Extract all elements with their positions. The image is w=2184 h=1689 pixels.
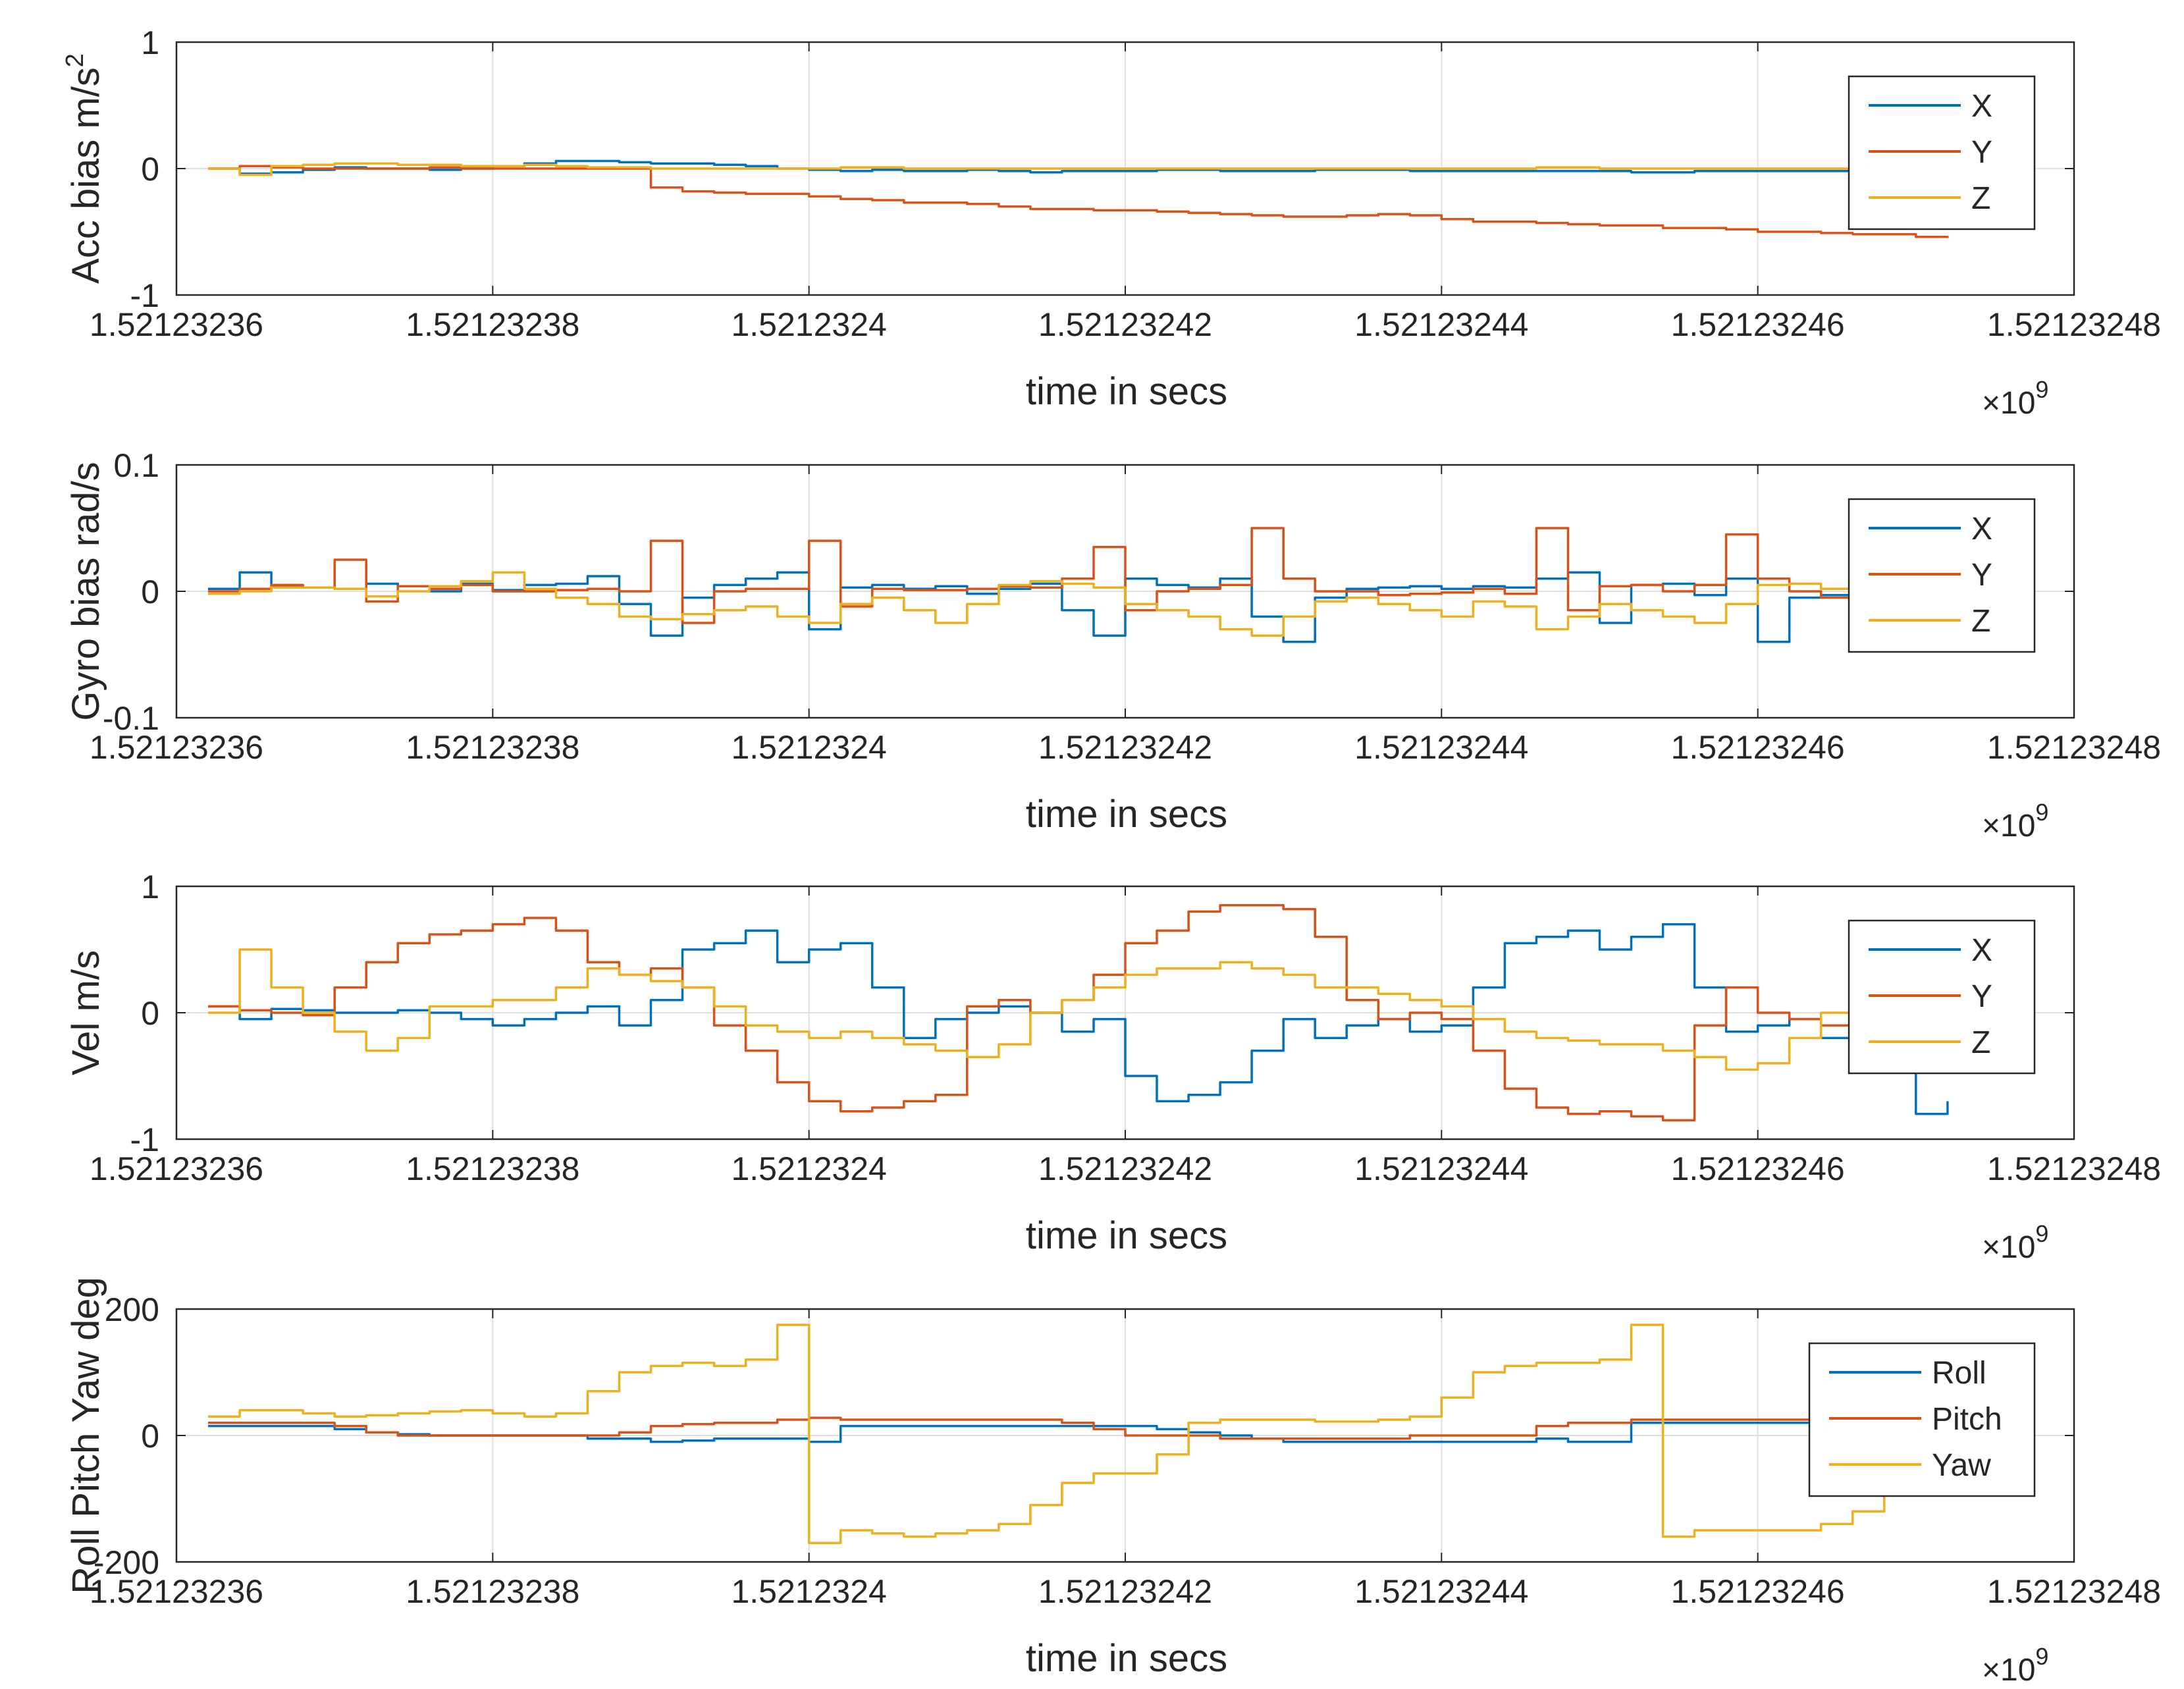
x-tick-label: 1.52123242 — [1038, 1150, 1212, 1187]
legend-label-z: Z — [1971, 181, 1990, 216]
y-axis-label: Gyro bias rad/s — [65, 462, 107, 720]
series-line-z — [208, 948, 1949, 1071]
y-axis-label-text: Acc bias m/s — [65, 67, 107, 284]
x-tick-label: 1.52123242 — [1038, 729, 1212, 766]
x-axis-label: time in secs — [1026, 793, 1227, 836]
x-tick-label: 1.52123242 — [1038, 306, 1212, 343]
x-tick-label: 1.52123238 — [406, 729, 579, 766]
x-exponent-base: ×10 — [1982, 1653, 2035, 1688]
x-tick-label: 1.52123248 — [1987, 306, 2161, 343]
x-tick-label: 1.52123246 — [1671, 1150, 1845, 1187]
chart-panel-4: 1.52123236 1.52123238 1.5212324 1.52123242 1… — [65, 1277, 2161, 1688]
axes-box — [175, 1308, 2075, 1563]
y-axis-label-text: Vel m/s — [65, 950, 107, 1075]
x-tick-label: 1.52123246 — [1671, 306, 1845, 343]
y-axis-label-text: Roll Pitch Yaw deg — [65, 1277, 107, 1594]
series-line-y — [208, 165, 1949, 238]
axes-box — [175, 885, 2075, 1140]
chart-panel-1: 1.52123236 1.52123238 1.5212324 1.52123242 1… — [61, 24, 2161, 421]
legend-label-y: Y — [1971, 558, 1992, 593]
x-tick-label: 1.52123236 — [90, 1150, 263, 1187]
legend-label-x: X — [1971, 512, 1992, 547]
x-exponent-label: ×109 — [1982, 1643, 2048, 1688]
legend: Roll Pitch Yaw — [1808, 1342, 2036, 1497]
y-axis-label-text: Gyro bias rad/s — [65, 462, 107, 720]
y-tick-label: 0 — [141, 574, 159, 610]
x-axis-label: time in secs — [1026, 1214, 1227, 1257]
legend-label-z: Z — [1971, 604, 1990, 639]
x-tick-label: 1.5212324 — [731, 1150, 886, 1187]
y-axis-label-superscript: 2 — [61, 53, 89, 67]
x-tick-label: 1.52123238 — [406, 1573, 579, 1610]
y-axis-label: Vel m/s — [65, 950, 107, 1075]
y-tick-label: 0.1 — [113, 447, 159, 484]
y-tick-label: 1 — [141, 869, 159, 905]
axes-box — [175, 41, 2075, 296]
x-tick-label: 1.52123246 — [1671, 1573, 1845, 1610]
legend: XYZ — [1848, 75, 2036, 230]
legend: XYZ — [1848, 498, 2036, 653]
x-exponent-label: ×109 — [1982, 376, 2048, 421]
x-exponent-label: ×109 — [1982, 1220, 2048, 1265]
legend-label-roll: Roll — [1932, 1356, 1986, 1391]
y-tick-label: 0 — [141, 995, 159, 1032]
axes-box — [175, 464, 2075, 719]
legend-label-pitch: Pitch — [1932, 1402, 2002, 1437]
x-axis-label: time in secs — [1026, 370, 1227, 413]
series-line-pitch — [208, 1416, 1949, 1440]
x-tick-label: 1.52123238 — [406, 1150, 579, 1187]
x-exponent-base: ×10 — [1982, 809, 2035, 844]
y-tick-label: -0.1 — [103, 700, 159, 737]
y-tick-label: 0 — [141, 1418, 159, 1455]
x-exponent-power: 9 — [2035, 376, 2048, 403]
x-exponent-power: 9 — [2035, 1220, 2048, 1247]
y-tick-label: -200 — [93, 1544, 159, 1581]
x-tick-label: 1.52123244 — [1354, 1150, 1528, 1187]
series-line-x — [208, 923, 1949, 1115]
x-tick-label: 1.52123244 — [1354, 1573, 1528, 1610]
legend-label-z: Z — [1971, 1025, 1990, 1060]
y-tick-label: 0 — [141, 151, 159, 188]
y-tick-label: -1 — [130, 1121, 159, 1158]
y-axis-label: Acc bias m/s2 — [61, 53, 107, 284]
legend-label-x: X — [1971, 89, 1992, 124]
x-tick-label: 1.52123236 — [90, 306, 263, 343]
x-tick-label: 1.5212324 — [731, 729, 886, 766]
series-line-z — [208, 162, 1948, 176]
series-line-x — [208, 159, 1948, 175]
x-exponent-power: 9 — [2035, 1643, 2048, 1670]
chart-panel-3: 1.52123236 1.52123238 1.5212324 1.52123242 1… — [65, 869, 2161, 1265]
x-exponent-base: ×10 — [1982, 386, 2035, 421]
legend: XYZ — [1848, 919, 2036, 1075]
x-tick-label: 1.5212324 — [731, 1573, 886, 1610]
series-line-yaw — [208, 1324, 1949, 1544]
legend-label-y: Y — [1971, 135, 1992, 170]
x-tick-label: 1.52123238 — [406, 306, 579, 343]
x-tick-label: 1.52123244 — [1354, 306, 1528, 343]
legend-label-y: Y — [1971, 979, 1992, 1014]
x-tick-label: 1.52123242 — [1038, 1573, 1212, 1610]
x-exponent-base: ×10 — [1982, 1230, 2035, 1265]
x-axis-label: time in secs — [1026, 1637, 1227, 1680]
x-tick-label: 1.52123248 — [1987, 729, 2161, 766]
series-line-y — [208, 527, 1949, 624]
x-exponent-label: ×109 — [1982, 799, 2048, 844]
y-tick-label: -1 — [130, 277, 159, 314]
x-tick-label: 1.5212324 — [731, 306, 886, 343]
x-tick-label: 1.52123236 — [90, 729, 263, 766]
chart-panel-2: 1.52123236 1.52123238 1.5212324 1.52123242 1… — [65, 447, 2161, 844]
legend-label-x: X — [1971, 933, 1992, 968]
legend-label-yaw: Yaw — [1932, 1448, 1991, 1483]
y-tick-label: 200 — [105, 1291, 159, 1328]
x-exponent-power: 9 — [2035, 799, 2048, 826]
y-axis-label: Roll Pitch Yaw deg — [65, 1277, 107, 1594]
x-tick-label: 1.52123244 — [1354, 729, 1528, 766]
x-tick-label: 1.52123236 — [90, 1573, 263, 1610]
y-tick-label: 1 — [141, 24, 159, 61]
x-tick-label: 1.52123248 — [1987, 1150, 2161, 1187]
x-tick-label: 1.52123246 — [1671, 729, 1845, 766]
series-line-z — [208, 571, 1949, 637]
x-tick-label: 1.52123248 — [1987, 1573, 2161, 1610]
